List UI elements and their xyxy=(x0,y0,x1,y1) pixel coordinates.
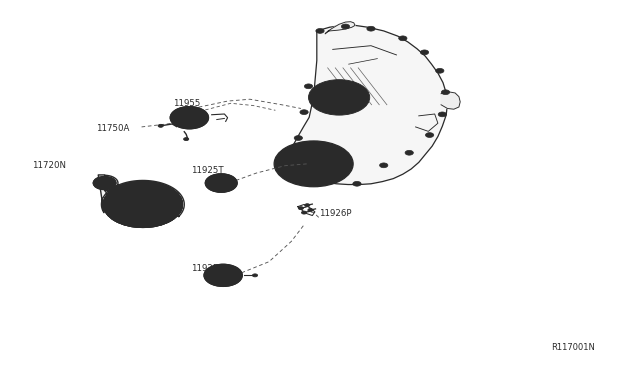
Circle shape xyxy=(420,50,429,55)
Circle shape xyxy=(294,153,333,175)
Circle shape xyxy=(426,133,434,137)
Circle shape xyxy=(353,182,361,186)
Circle shape xyxy=(305,204,310,207)
Circle shape xyxy=(170,107,209,129)
Circle shape xyxy=(112,187,173,222)
Circle shape xyxy=(103,182,182,227)
Polygon shape xyxy=(99,175,184,217)
Circle shape xyxy=(112,187,173,222)
Text: 11955: 11955 xyxy=(173,99,201,108)
Text: 11750A: 11750A xyxy=(96,124,129,133)
Circle shape xyxy=(436,68,444,73)
Circle shape xyxy=(186,115,193,120)
Circle shape xyxy=(341,24,349,29)
Circle shape xyxy=(102,182,107,185)
Circle shape xyxy=(204,264,243,286)
Polygon shape xyxy=(441,92,460,109)
Circle shape xyxy=(305,84,313,89)
Circle shape xyxy=(300,110,308,115)
Circle shape xyxy=(125,194,161,215)
Circle shape xyxy=(316,181,324,186)
Circle shape xyxy=(329,92,349,103)
Circle shape xyxy=(282,145,346,182)
Circle shape xyxy=(317,85,361,110)
Polygon shape xyxy=(289,25,447,185)
Circle shape xyxy=(301,211,307,214)
Circle shape xyxy=(380,163,388,168)
Circle shape xyxy=(99,180,110,186)
Circle shape xyxy=(399,36,407,41)
Circle shape xyxy=(220,273,227,278)
Circle shape xyxy=(221,275,225,276)
Circle shape xyxy=(158,124,163,127)
Circle shape xyxy=(289,173,298,178)
Circle shape xyxy=(308,209,313,211)
Circle shape xyxy=(274,141,353,187)
Circle shape xyxy=(125,194,161,215)
Text: 11925T: 11925T xyxy=(191,166,224,175)
Circle shape xyxy=(287,158,296,163)
Circle shape xyxy=(405,150,413,155)
Circle shape xyxy=(316,29,324,33)
Circle shape xyxy=(252,274,257,277)
Circle shape xyxy=(442,90,450,94)
Circle shape xyxy=(205,174,237,192)
Circle shape xyxy=(134,199,152,210)
Circle shape xyxy=(188,117,191,119)
Circle shape xyxy=(294,136,303,140)
Circle shape xyxy=(308,80,370,115)
Text: 11720N: 11720N xyxy=(32,161,66,170)
Circle shape xyxy=(298,207,303,210)
Circle shape xyxy=(367,26,375,31)
Circle shape xyxy=(139,202,147,207)
Circle shape xyxy=(218,181,224,185)
Circle shape xyxy=(214,179,229,187)
Text: 11925TA: 11925TA xyxy=(191,264,229,273)
Circle shape xyxy=(180,112,199,123)
Circle shape xyxy=(438,112,447,117)
Circle shape xyxy=(93,176,116,190)
Polygon shape xyxy=(325,22,355,34)
Text: R117001N: R117001N xyxy=(550,343,595,352)
Circle shape xyxy=(184,138,189,141)
Circle shape xyxy=(220,182,222,184)
Circle shape xyxy=(214,270,233,281)
Circle shape xyxy=(103,182,182,227)
Text: 11926P: 11926P xyxy=(319,209,351,218)
Circle shape xyxy=(139,202,147,207)
Circle shape xyxy=(134,199,152,210)
Circle shape xyxy=(304,158,323,169)
